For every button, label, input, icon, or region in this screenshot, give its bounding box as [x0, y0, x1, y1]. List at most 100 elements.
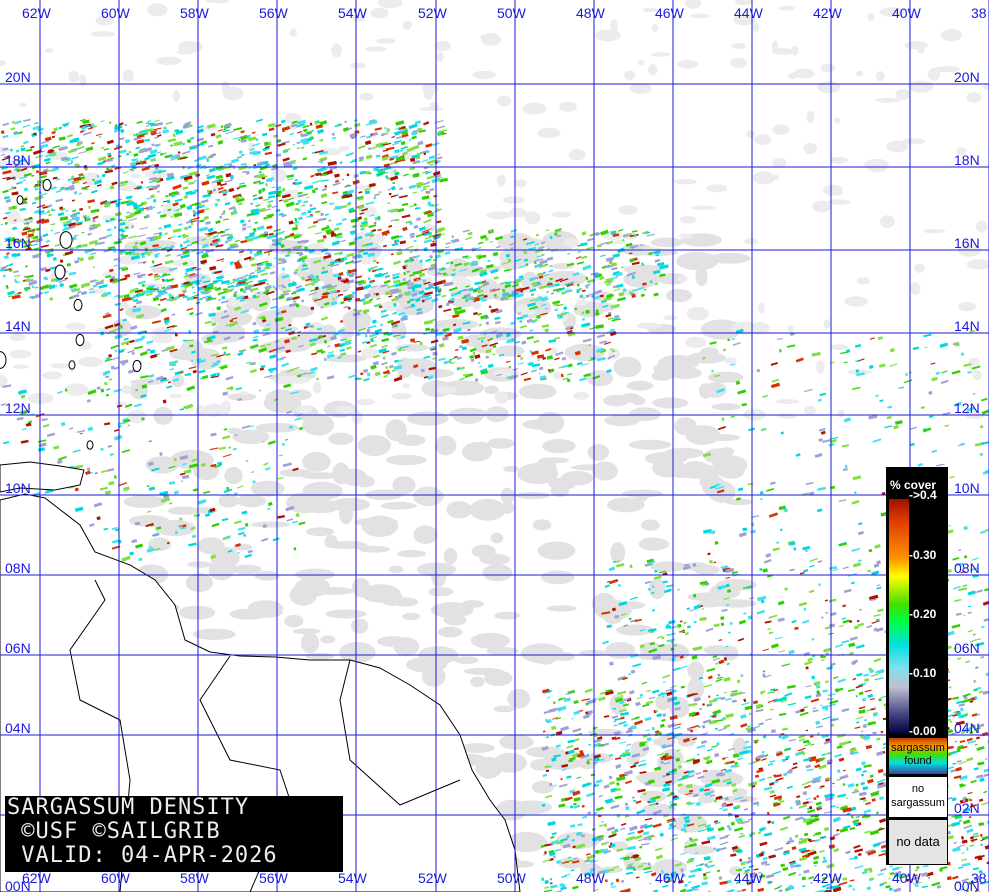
sargassum-patch — [763, 786, 773, 791]
sargassum-patch — [708, 559, 714, 564]
sargassum-patch — [239, 182, 245, 185]
sargassum-patch — [752, 700, 759, 705]
sargassum-patch — [608, 780, 616, 786]
sargassum-patch — [128, 235, 138, 239]
no-data-cloud — [651, 23, 659, 33]
sargassum-patch — [809, 735, 814, 738]
sargassum-patch — [82, 131, 92, 136]
sargassum-patch — [154, 119, 160, 123]
sargassum-patch — [22, 124, 31, 129]
sargassum-patch — [608, 566, 616, 572]
sargassum-patch — [368, 224, 377, 229]
sargassum-patch — [222, 453, 232, 458]
sargassum-patch — [778, 735, 782, 739]
sargassum-patch — [216, 178, 224, 183]
sargassum-patch — [240, 162, 247, 166]
sargassum-patch — [311, 352, 318, 356]
sargassum-patch — [78, 150, 87, 155]
sargassum-patch — [608, 775, 613, 780]
sargassum-patch — [43, 291, 49, 294]
sargassum-patch — [603, 784, 610, 789]
sargassum-patch — [419, 149, 429, 155]
sargassum-patch — [432, 258, 438, 262]
sargassum-patch — [377, 168, 384, 174]
sargassum-patch — [413, 239, 417, 243]
no-data-cloud — [703, 448, 733, 464]
sargassum-patch — [699, 707, 703, 711]
sargassum-patch — [49, 297, 54, 301]
sargassum-patch — [807, 657, 814, 662]
no-data-cloud — [229, 608, 268, 620]
sargassum-patch — [36, 179, 45, 185]
sargassum-patch — [55, 284, 58, 287]
sargassum-patch — [722, 757, 726, 760]
sargassum-patch — [8, 263, 14, 267]
no-data-cloud — [358, 545, 391, 553]
sargassum-patch — [769, 789, 775, 794]
sargassum-patch — [48, 151, 56, 156]
sargassum-patch — [719, 880, 728, 885]
sargassum-patch — [768, 631, 774, 635]
sargassum-patch — [147, 273, 153, 277]
sargassum-patch — [254, 221, 259, 224]
sargassum-patch — [92, 218, 96, 223]
no-data-cloud — [203, 403, 225, 417]
sargassum-patch — [170, 235, 176, 238]
sargassum-patch — [106, 228, 112, 232]
sargassum-patch — [88, 205, 92, 210]
sargassum-patch — [277, 514, 286, 519]
no-data-cloud — [265, 389, 297, 409]
sargassum-patch — [534, 248, 544, 254]
no-data-cloud — [487, 437, 515, 449]
sargassum-patch — [715, 678, 723, 683]
sargassum-patch — [472, 351, 476, 356]
sargassum-patch — [415, 234, 423, 238]
sargassum-patch — [939, 866, 948, 870]
sargassum-patch — [311, 144, 315, 147]
sargassum-patch — [723, 724, 731, 729]
sargassum-patch — [140, 375, 149, 379]
no-data-cloud — [525, 746, 566, 758]
sargassum-patch — [307, 209, 312, 214]
sargassum-patch — [366, 328, 371, 333]
sargassum-patch — [558, 697, 563, 701]
sargassum-patch — [805, 764, 812, 769]
sargassum-patch — [725, 576, 731, 579]
sargassum-patch — [803, 785, 811, 789]
sargassum-patch — [396, 250, 403, 256]
sargassum-patch — [84, 188, 89, 191]
sargassum-patch — [186, 307, 194, 311]
sargassum-patch — [229, 174, 234, 179]
sargassum-patch — [952, 696, 960, 700]
no-data-cloud — [640, 519, 660, 531]
sargassum-patch — [768, 614, 778, 619]
sargassum-patch — [888, 877, 891, 880]
sargassum-patch — [265, 215, 269, 218]
sargassum-patch — [523, 377, 532, 382]
sargassum-patch — [744, 740, 750, 744]
sargassum-patch — [382, 356, 386, 360]
no-data-cloud — [676, 251, 719, 271]
sargassum-patch — [805, 685, 812, 688]
sargassum-patch — [856, 619, 860, 623]
no-data-cloud — [663, 447, 704, 459]
sargassum-patch — [857, 559, 862, 563]
no-data-cloud — [493, 705, 515, 713]
sargassum-patch — [544, 886, 550, 889]
sargassum-patch — [289, 132, 294, 136]
sargassum-patch — [445, 246, 450, 249]
sargassum-patch — [224, 288, 233, 294]
sargassum-patch — [230, 158, 240, 164]
sargassum-patch — [258, 389, 262, 392]
no-data-cloud — [451, 275, 467, 288]
sargassum-patch — [40, 244, 49, 248]
sargassum-patch — [561, 875, 567, 878]
sargassum-patch — [149, 289, 156, 294]
sargassum-patch — [668, 620, 676, 625]
sargassum-patch — [643, 288, 647, 291]
sargassum-patch — [215, 174, 223, 180]
no-data-cloud — [520, 643, 565, 664]
sargassum-patch — [114, 349, 118, 352]
sargassum-patch — [871, 619, 880, 625]
sargassum-patch — [106, 468, 115, 472]
